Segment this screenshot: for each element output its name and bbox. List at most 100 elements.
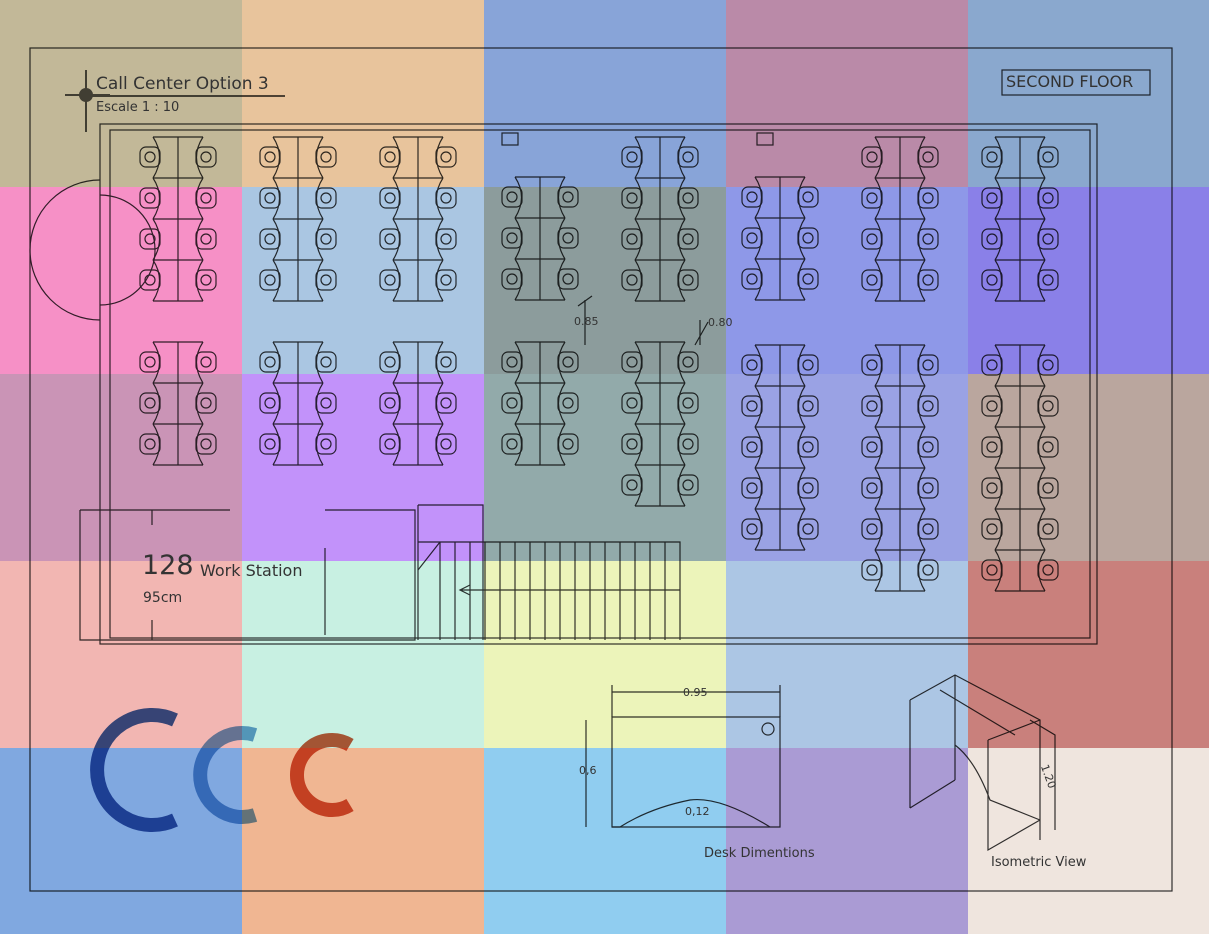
desk-stack <box>379 341 457 466</box>
company-logo <box>90 708 354 832</box>
desk-stack <box>501 176 579 301</box>
chair-icon <box>861 146 883 168</box>
chair-icon <box>379 433 401 455</box>
chair-icon <box>195 351 217 373</box>
chair-icon <box>1037 146 1059 168</box>
chair-icon <box>557 186 579 208</box>
chair-icon <box>501 351 523 373</box>
dimension-desk-width: 0.95 <box>683 686 708 699</box>
chair-icon <box>435 228 457 250</box>
chair-icon <box>315 392 337 414</box>
chair-icon <box>259 228 281 250</box>
chair-icon <box>861 477 883 499</box>
chair-icon <box>981 354 1003 376</box>
workstation-desks <box>139 136 1059 592</box>
workstation-count: 128 <box>142 550 194 581</box>
chair-icon <box>981 187 1003 209</box>
chair-icon <box>861 228 883 250</box>
chair-icon <box>677 351 699 373</box>
chair-icon <box>917 187 939 209</box>
chair-icon <box>501 268 523 290</box>
chair-icon <box>315 433 337 455</box>
chair-icon <box>315 187 337 209</box>
chair-icon <box>259 351 281 373</box>
chair-icon <box>139 392 161 414</box>
dimension-gap-b: 0.80 <box>708 316 733 329</box>
chair-icon <box>981 477 1003 499</box>
desk-stack <box>621 341 699 507</box>
chair-icon <box>621 228 643 250</box>
chair-icon <box>1037 187 1059 209</box>
chair-icon <box>621 474 643 496</box>
chair-icon <box>195 146 217 168</box>
chair-icon <box>379 351 401 373</box>
chair-icon <box>195 433 217 455</box>
chair-icon <box>501 186 523 208</box>
desk-stack <box>861 136 939 302</box>
chair-icon <box>315 146 337 168</box>
desk-stack <box>379 136 457 302</box>
plan-title: Call Center Option 3 <box>96 74 269 94</box>
chair-icon <box>677 146 699 168</box>
chair-icon <box>435 269 457 291</box>
chair-icon <box>981 269 1003 291</box>
desk-stack <box>621 136 699 302</box>
chair-icon <box>557 351 579 373</box>
chair-icon <box>557 227 579 249</box>
isometric-view-drawing <box>909 674 1056 852</box>
chair-icon <box>259 433 281 455</box>
chair-icon <box>917 269 939 291</box>
desk-stack <box>139 136 217 302</box>
chair-icon <box>677 433 699 455</box>
chair-icon <box>379 269 401 291</box>
dimension-gap-a: 0.85 <box>574 315 599 328</box>
chair-icon <box>917 559 939 581</box>
chair-icon <box>621 351 643 373</box>
chair-icon <box>139 187 161 209</box>
chair-icon <box>435 146 457 168</box>
chair-icon <box>501 227 523 249</box>
iso-caption: Isometric View <box>991 855 1087 870</box>
chair-icon <box>1037 269 1059 291</box>
chair-icon <box>1037 518 1059 540</box>
chair-icon <box>379 187 401 209</box>
chair-icon <box>981 518 1003 540</box>
staircase <box>417 541 681 640</box>
chair-icon <box>621 433 643 455</box>
chair-icon <box>435 351 457 373</box>
chair-icon <box>557 268 579 290</box>
chair-icon <box>861 436 883 458</box>
floor-label: SECOND FLOOR <box>1006 72 1134 91</box>
chair-icon <box>741 477 763 499</box>
chair-icon <box>379 146 401 168</box>
chair-icon <box>139 351 161 373</box>
chair-icon <box>861 559 883 581</box>
chair-icon <box>379 392 401 414</box>
chair-icon <box>501 392 523 414</box>
chair-icon <box>1037 228 1059 250</box>
curved-wall <box>29 179 156 321</box>
chair-icon <box>259 146 281 168</box>
chair-icon <box>741 268 763 290</box>
chair-icon <box>741 436 763 458</box>
desk-caption: Desk Dimentions <box>704 846 815 861</box>
chair-icon <box>981 559 1003 581</box>
chair-icon <box>797 186 819 208</box>
chair-icon <box>677 392 699 414</box>
chair-icon <box>379 228 401 250</box>
desk-stack <box>981 344 1059 592</box>
chair-icon <box>797 477 819 499</box>
workstation-size: 95cm <box>143 590 183 606</box>
chair-icon <box>139 433 161 455</box>
dimension-desk-depth: 0,6 <box>579 764 597 777</box>
chair-icon <box>195 392 217 414</box>
chair-icon <box>315 351 337 373</box>
chair-icon <box>315 269 337 291</box>
chair-icon <box>797 354 819 376</box>
chair-icon <box>1037 559 1059 581</box>
chair-icon <box>139 146 161 168</box>
chair-icon <box>981 228 1003 250</box>
chair-icon <box>981 436 1003 458</box>
chair-icon <box>677 269 699 291</box>
